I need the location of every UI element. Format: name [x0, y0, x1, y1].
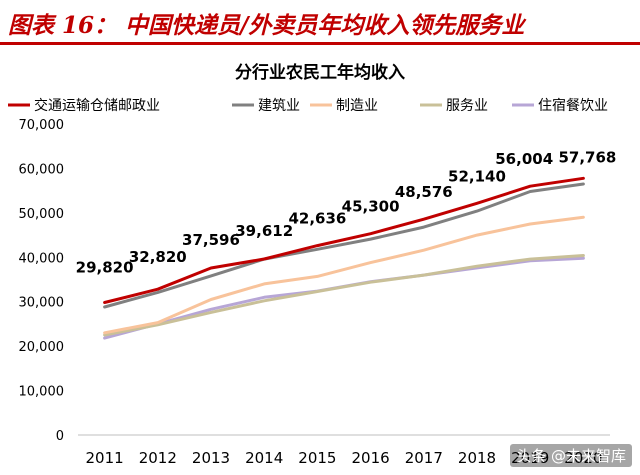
y-tick-label: 70,000: [19, 118, 65, 133]
x-tick-label: 2020: [564, 449, 602, 467]
y-tick-label: 50,000: [19, 207, 65, 222]
x-tick-label: 2018: [458, 449, 496, 467]
x-tick-label: 2019: [511, 449, 549, 467]
y-tick-label: 60,000: [19, 162, 65, 177]
x-tick-label: 2015: [298, 449, 336, 467]
series-line: [103, 215, 585, 335]
legend-item: 制造业: [310, 98, 378, 114]
data-label: 29,820: [76, 259, 134, 277]
legend-label: 服务业: [446, 98, 488, 114]
data-label: 52,140: [448, 167, 506, 185]
data-label: 56,004: [495, 150, 553, 168]
line-chart: 分行业农民工年均收入 交通运输仓储邮政业 建筑业 制造业 服务业 住宿餐饮业 0 10,0…: [8, 62, 617, 467]
legend-label: 交通运输仓储邮政业: [34, 97, 160, 114]
figure-title: 图表 16： 中国快递员/外卖员年均收入领先服务业: [8, 12, 525, 39]
x-tick-label: 2011: [86, 449, 124, 467]
y-tick-label: 30,000: [19, 296, 65, 311]
x-tick-label: 2016: [352, 449, 390, 467]
x-tick-label: 2013: [192, 449, 230, 467]
x-axis: 2011 2012 2013 2014 2015 2016 2017 2018 2019 2020: [78, 434, 610, 467]
legend-item: 服务业: [420, 98, 488, 114]
data-label: 42,636: [288, 210, 346, 228]
data-label: 45,300: [342, 198, 400, 216]
data-labels: 29,82032,82037,59639,61242,63645,30048,5…: [76, 148, 617, 276]
data-label: 57,768: [558, 148, 616, 166]
series-line: [103, 182, 585, 309]
data-label: 48,576: [395, 183, 453, 201]
watermark-badge: 头条 @未来智库: [510, 444, 632, 467]
chart-legend: 交通运输仓储邮政业 建筑业 制造业 服务业 住宿餐饮业: [8, 97, 608, 114]
series-line: [103, 254, 585, 337]
x-tick-label: 2017: [405, 449, 443, 467]
figure-header: 图表 16： 中国快递员/外卖员年均收入领先服务业: [0, 0, 640, 46]
chart-title: 分行业农民工年均收入: [235, 62, 405, 83]
y-tick-label: 40,000: [19, 251, 65, 266]
header-divider: [0, 42, 640, 45]
y-tick-label: 0: [56, 429, 64, 444]
legend-item: 建筑业: [232, 98, 300, 114]
series-line: [103, 176, 585, 304]
data-label: 39,612: [235, 222, 293, 240]
data-label: 32,820: [129, 248, 187, 266]
x-tick-label: 2014: [245, 449, 283, 467]
legend-label: 建筑业: [258, 98, 300, 114]
x-tick-label: 2012: [139, 449, 177, 467]
legend-item: 住宿餐饮业: [512, 97, 608, 114]
legend-label: 住宿餐饮业: [538, 97, 608, 114]
legend-label: 制造业: [336, 98, 378, 114]
data-label: 37,596: [182, 231, 240, 249]
y-tick-label: 10,000: [19, 385, 65, 400]
legend-item: 交通运输仓储邮政业: [8, 97, 160, 114]
y-axis: 0 10,000 20,000 30,000 40,000 50,000 60,000 70,…: [19, 118, 65, 444]
plot-area: [103, 176, 585, 340]
y-tick-label: 20,000: [19, 340, 65, 355]
